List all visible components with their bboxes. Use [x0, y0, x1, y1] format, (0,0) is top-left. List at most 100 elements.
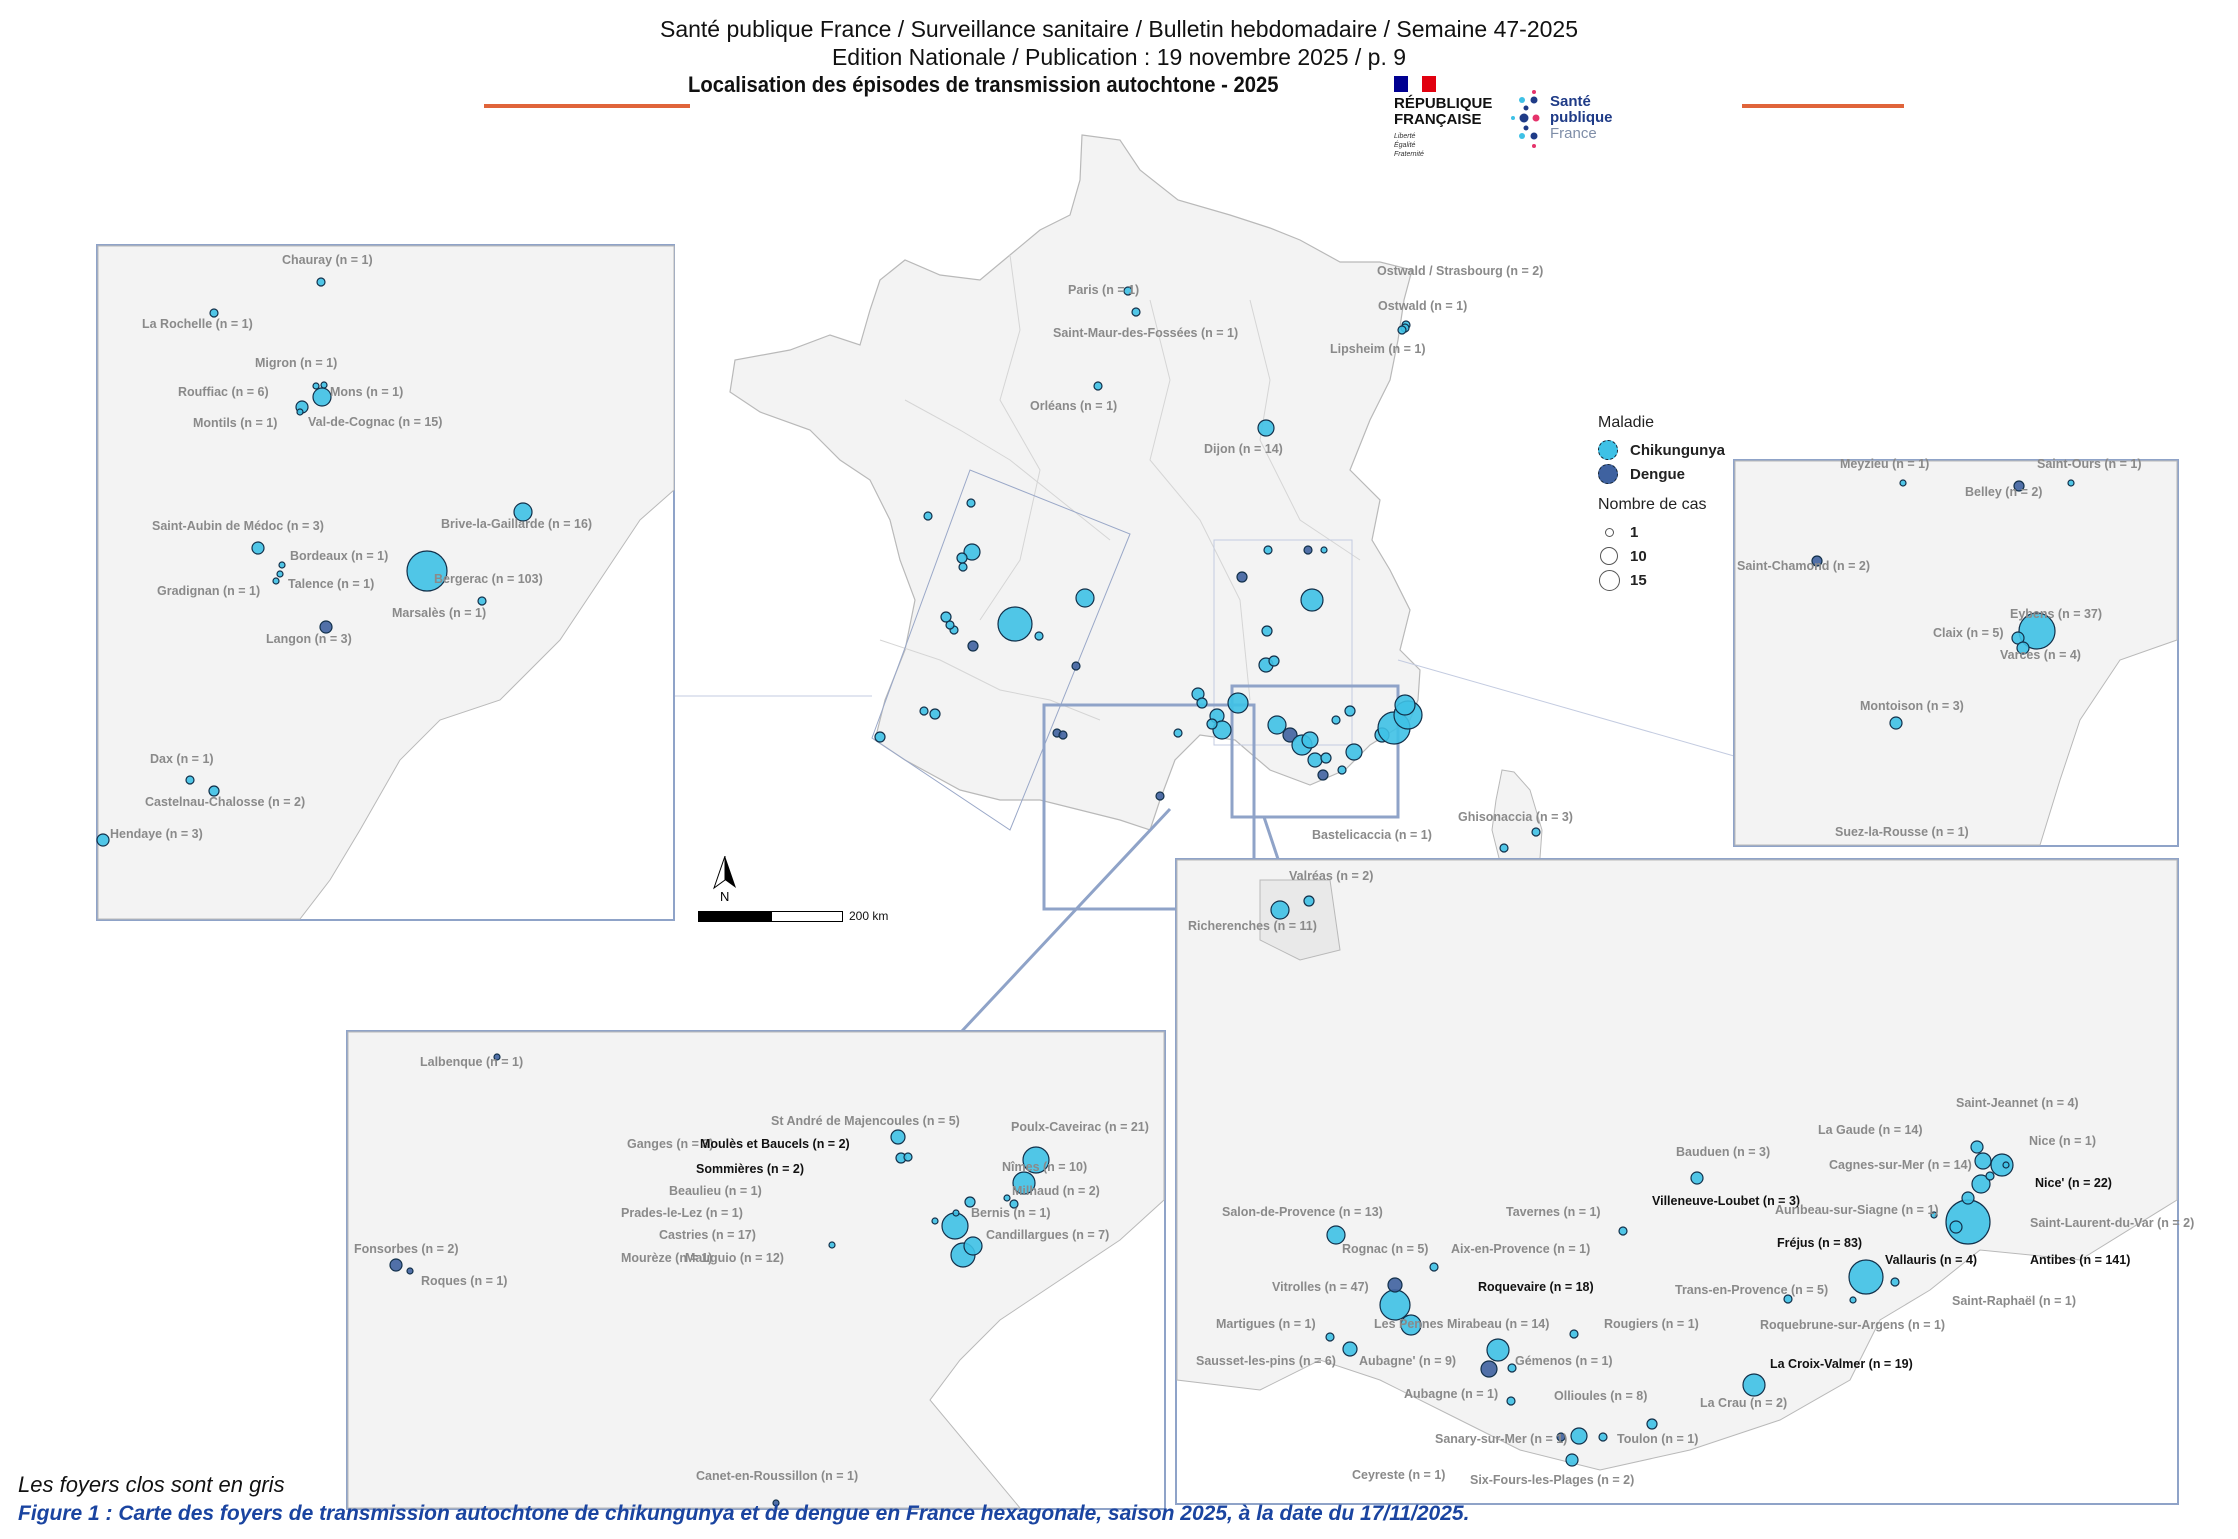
point-marker [1320, 752, 1332, 764]
spf-line1: Santé [1550, 93, 1591, 110]
label-les-pennes-mirabeau: Les Pennes Mirabeau (n = 14) [1374, 1317, 1550, 1331]
point-marker [1320, 546, 1328, 554]
label-ganges: Ganges (n = 3) [627, 1137, 714, 1151]
france-mainland-shape [729, 134, 1421, 831]
point-marker [967, 640, 979, 652]
saint-maur-des-foss-es-point-marker [1131, 307, 1141, 317]
saint-jeannet-point-marker [1970, 1140, 1984, 1154]
label-castries: Castries (n = 17) [659, 1228, 756, 1242]
legend-size-title: Nombre de cas [1598, 496, 1707, 513]
auribeau-sur-siagne-point-marker [1930, 1211, 1938, 1219]
label-langon: Langon (n = 3) [266, 632, 352, 646]
label-tavernes: Tavernes (n = 1) [1506, 1205, 1601, 1219]
bordeaux-point-marker [278, 561, 286, 569]
roques-point-marker [406, 1267, 414, 1275]
label-montoison: Montoison (n = 3) [1860, 699, 1964, 713]
point-marker [1282, 727, 1298, 743]
rf-line2: FRANÇAISE [1394, 111, 1482, 128]
label-moules-et-baucels: Moulès et Baucels (n = 2) [700, 1137, 850, 1151]
g-menos-point-marker [1507, 1363, 1517, 1373]
point-marker [1071, 661, 1081, 671]
montoison-point-marker [1889, 716, 1903, 730]
label-moureze: Mourèze (n = 1) [621, 1251, 713, 1265]
point-marker [1034, 631, 1044, 641]
n-mes-point-marker [1012, 1171, 1036, 1195]
paca-locator [1230, 684, 1400, 819]
toulon-point-marker [1598, 1432, 1608, 1442]
label-toulon: Toulon (n = 1) [1617, 1432, 1699, 1446]
label-montils: Montils (n = 1) [193, 416, 278, 430]
label-saint-maur-des-fossees: Saint-Maur-des-Fossées (n = 1) [1053, 326, 1239, 340]
label-antibes: Antibes (n = 141) [2030, 1253, 2131, 1267]
la-rochelle-point-marker [209, 308, 219, 318]
label-migron: Migron (n = 1) [255, 356, 338, 370]
label-la-croix-valmer: La Croix-Valmer (n = 19) [1770, 1357, 1913, 1371]
bernis-point-marker [1003, 1194, 1011, 1202]
map-title: Localisation des épisodes de transmissio… [688, 72, 1279, 97]
inset-occitanie [346, 1030, 1166, 1510]
size-15-circle-icon [1598, 569, 1620, 591]
inset-provence-alpes-cote-azur [1175, 858, 2179, 1505]
legend-size-1: 1 [1598, 520, 1725, 544]
point-marker [1058, 730, 1068, 740]
point-marker [1206, 718, 1218, 730]
montils-point-marker [296, 408, 304, 416]
label-saint-ours: Saint-Ours (n = 1) [2037, 457, 2142, 471]
label-lipsheim: Lipsheim (n = 1) [1330, 342, 1426, 356]
richerenches-point-marker [1270, 900, 1290, 920]
label-mauguio: Mauguio (n = 12) [685, 1251, 784, 1265]
point-marker [1263, 545, 1273, 555]
label-dax: Dax (n = 1) [150, 752, 214, 766]
saint-chamond-point-marker [1811, 555, 1823, 567]
fr-jus-point-marker [1848, 1259, 1884, 1295]
spf-dots-icon [1511, 90, 1540, 148]
point-marker [1317, 769, 1329, 781]
label-sommieres: Sommières (n = 2) [696, 1162, 805, 1176]
label-nimes: Nîmes (n = 10) [1002, 1160, 1088, 1174]
label-paris: Paris (n = 1) [1068, 283, 1140, 297]
label-saint-laurent-du-var: Saint-Laurent-du-Var (n = 2) [2030, 1216, 2195, 1230]
inset-auvergne-rhone-alpes [1733, 459, 2179, 847]
nice--point-marker [1990, 1153, 2014, 1177]
svg-text:N: N [720, 889, 729, 902]
point-marker [945, 620, 955, 630]
point-marker [956, 552, 968, 564]
paris-point-marker [1123, 286, 1133, 296]
label-martigues: Martigues (n = 1) [1216, 1317, 1316, 1331]
gradignan-point-marker [272, 577, 280, 585]
bergerac-point-marker [406, 550, 448, 592]
roquevaire-point-marker [1486, 1338, 1510, 1362]
saint-rapha-l-point-marker [1890, 1277, 1900, 1287]
point-marker [1331, 715, 1341, 725]
label-sausset-les-pins: Sausset-les-pins (n = 6) [1196, 1354, 1336, 1368]
point-marker [1212, 720, 1232, 740]
bastelicaccia-point-marker [1499, 843, 1509, 853]
aix-en-provence-point-marker [1429, 1262, 1439, 1272]
point-marker [874, 731, 886, 743]
label-sanary-sur-mer: Sanary-sur-Mer (n = 1) [1435, 1432, 1568, 1446]
label-dijon: Dijon (n = 14) [1204, 442, 1283, 456]
label-bernis: Bernis (n = 1) [971, 1206, 1051, 1220]
label-ghisonaccia: Ghisonaccia (n = 3) [1458, 810, 1573, 824]
la-croix-valmer-point-marker [1742, 1373, 1766, 1397]
salon-de-provence-point-marker [1326, 1225, 1346, 1245]
bulletin-header-line1: Santé publique France / Surveillance san… [659, 16, 1578, 42]
label-ostwald-strasbourg: Ostwald / Strasbourg (n = 2) [1377, 264, 1544, 278]
nouvelle-aquitaine-locator [871, 469, 1131, 831]
label-aubagne-: Aubagne' (n = 9) [1359, 1354, 1457, 1368]
point-marker [1236, 571, 1248, 583]
label-bastelicaccia: Bastelicaccia (n = 1) [1312, 828, 1432, 842]
label-suez-la-rousse: Suez-la-Rousse (n = 1) [1835, 825, 1969, 839]
accent-rule-left [484, 104, 690, 108]
roquebrune-sur-argens-point-marker [1849, 1296, 1857, 1304]
spf-line2: publique [1550, 109, 1613, 126]
valr-as-point-marker [1303, 895, 1315, 907]
label-orleans: Orléans (n = 1) [1030, 399, 1118, 413]
point-marker [1301, 731, 1319, 749]
poulx-caveirac-point-marker [1022, 1146, 1050, 1174]
label-canet-en-roussillon: Canet-en-Roussillon (n = 1) [696, 1469, 859, 1483]
ara-locator [1213, 539, 1353, 746]
point-marker [1268, 655, 1280, 667]
accent-rule-right [1742, 104, 1904, 108]
point-marker [1303, 545, 1313, 555]
